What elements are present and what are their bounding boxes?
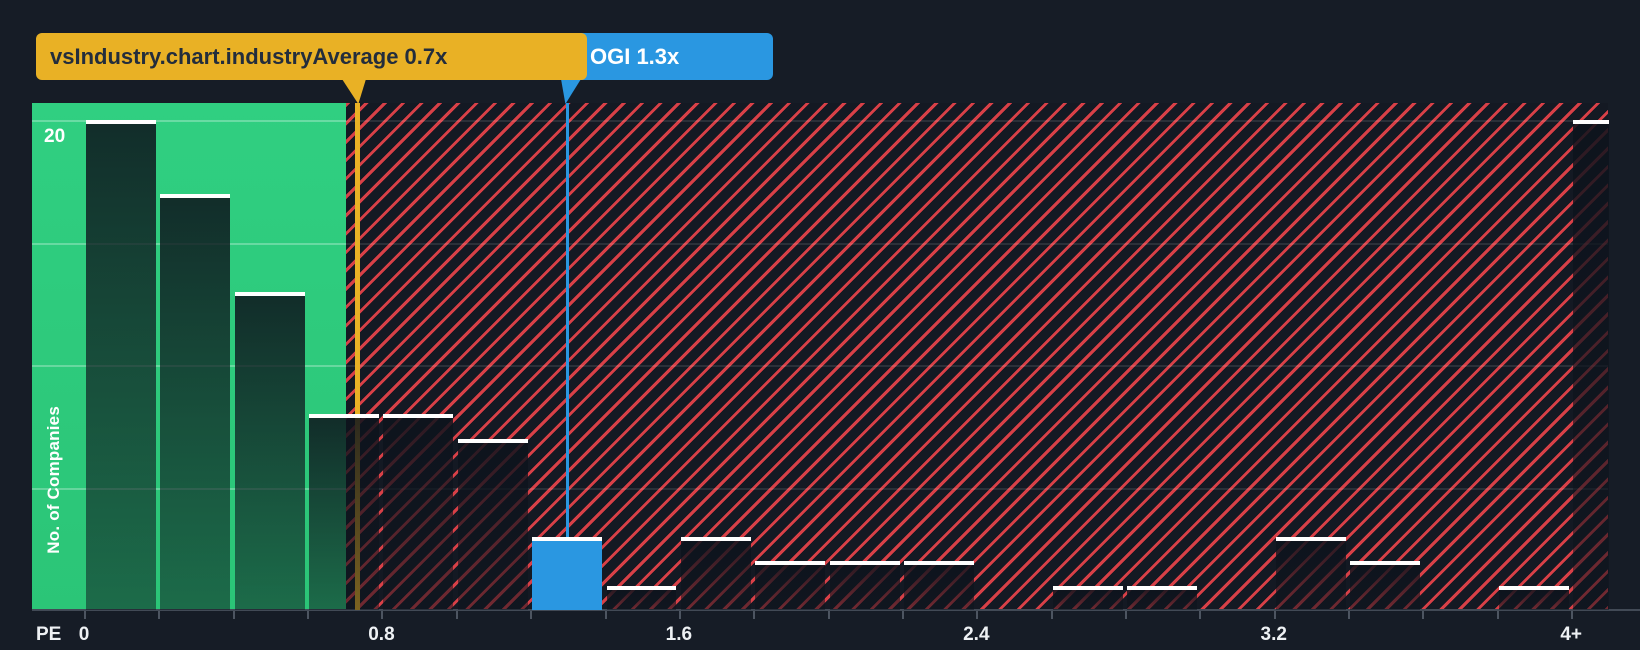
histogram-bar[interactable] xyxy=(1275,536,1346,610)
histogram-bar[interactable] xyxy=(680,536,751,610)
company-callout-pointer-icon xyxy=(561,79,581,104)
tick-mark xyxy=(1199,611,1202,619)
histogram-bar[interactable] xyxy=(457,438,528,610)
histogram-bar[interactable] xyxy=(903,561,974,610)
histogram-bar[interactable] xyxy=(160,193,231,610)
tick-label-4+: 4+ xyxy=(1560,624,1583,645)
above-average-hatch-zone xyxy=(346,103,1608,610)
company-marker-line xyxy=(565,103,569,610)
tick-mark xyxy=(158,611,161,619)
industry-callout-pointer-icon xyxy=(342,79,366,104)
x-axis xyxy=(32,609,1640,611)
tick-mark xyxy=(976,611,979,619)
histogram-bar[interactable] xyxy=(606,585,677,610)
tick-mark xyxy=(1496,611,1499,619)
tick-mark xyxy=(827,611,830,619)
overflow-bar[interactable] xyxy=(1573,120,1610,610)
histogram-bar[interactable] xyxy=(829,561,900,610)
tick-mark xyxy=(901,611,904,619)
company-callout-label: OGI 1.3x xyxy=(590,44,680,69)
industry-average-line xyxy=(355,103,361,610)
tick-mark xyxy=(1273,611,1276,619)
tick-label-3.2: 3.2 xyxy=(1260,624,1287,645)
tick-mark xyxy=(232,611,235,619)
tick-mark xyxy=(381,611,384,619)
tick-label-1.6: 1.6 xyxy=(665,624,693,645)
histogram-bar[interactable] xyxy=(1498,585,1569,610)
tick-mark xyxy=(1125,611,1128,619)
plot-area[interactable] xyxy=(32,103,1610,610)
y-axis-title: No. of Companies xyxy=(44,406,63,554)
industry-average-callout: vsIndustry.chart.industryAverage 0.7x xyxy=(36,33,587,80)
histogram-bar[interactable] xyxy=(1127,585,1197,610)
tick-mark xyxy=(1348,611,1351,619)
tick-mark xyxy=(1571,611,1574,619)
x-axis-title: PE xyxy=(36,624,62,645)
histogram-bar[interactable] xyxy=(234,291,305,610)
tick-mark xyxy=(455,611,458,619)
tick-mark xyxy=(530,611,533,619)
tick-mark xyxy=(307,611,310,619)
tick-label-0.8: 0.8 xyxy=(368,624,395,645)
industry-callout-label: vsIndustry.chart.industryAverage 0.7x xyxy=(50,44,448,69)
histogram-bar[interactable] xyxy=(1350,561,1421,610)
tick-mark xyxy=(84,611,86,619)
histogram-bar[interactable] xyxy=(309,414,380,610)
tick-mark xyxy=(753,611,756,619)
tick-label-0: 0 xyxy=(78,624,90,645)
tick-mark xyxy=(678,611,681,619)
histogram-bar[interactable] xyxy=(755,561,826,610)
tick-mark xyxy=(604,611,607,619)
histogram-bar[interactable] xyxy=(1052,585,1123,610)
tick-mark xyxy=(1422,611,1425,619)
tick-label-2.4: 2.4 xyxy=(963,624,990,645)
tick-mark xyxy=(1050,611,1053,619)
histogram-bar[interactable] xyxy=(86,120,156,610)
company-bar[interactable] xyxy=(532,536,603,610)
histogram-bar[interactable] xyxy=(383,414,454,610)
y-max-label: 20 xyxy=(44,126,66,147)
